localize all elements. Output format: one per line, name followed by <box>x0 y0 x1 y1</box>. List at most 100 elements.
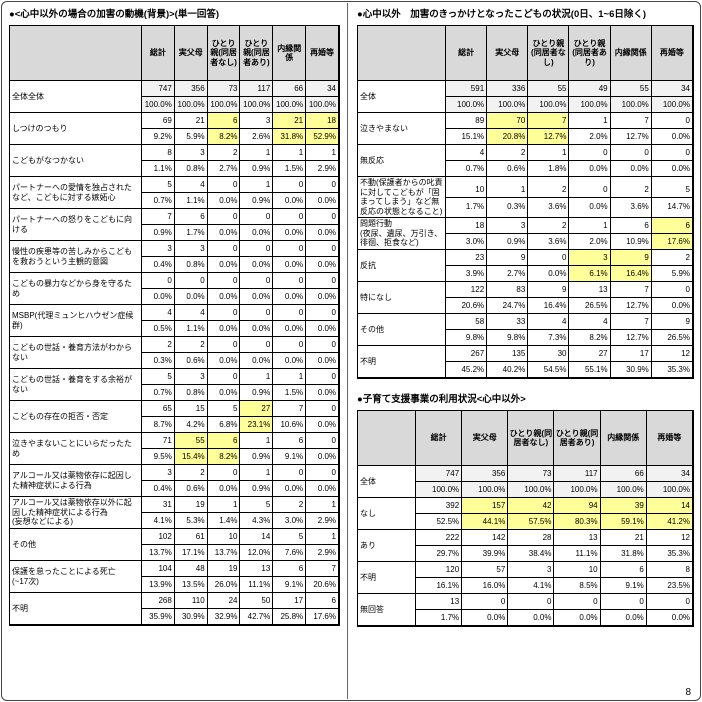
count-cell: 9 <box>487 250 529 266</box>
count-cell: 0 <box>651 145 693 161</box>
count-cell: 117 <box>240 81 274 97</box>
column-header-4: 内縁関係 <box>600 411 647 466</box>
count-cell: 3 <box>487 218 529 234</box>
count-cell: 14 <box>646 498 693 514</box>
percent-cell: 0.8% <box>174 161 208 177</box>
percent-cell: 8.2% <box>207 129 241 145</box>
count-cell: 55 <box>174 433 208 449</box>
percent-cell: 0.0% <box>273 193 307 209</box>
column-header-0: 総計 <box>416 411 463 466</box>
percent-cell: 20.6% <box>306 577 339 593</box>
percent-cell: 0.0% <box>651 161 693 177</box>
count-cell: 7 <box>273 401 307 417</box>
count-cell: 0 <box>207 305 241 321</box>
count-cell: 0 <box>306 241 339 257</box>
percent-cell: 0.0% <box>554 610 601 626</box>
row-label: アルコール又は薬物依存に起因した精神症状による行為 <box>10 465 142 497</box>
count-cell: 0 <box>273 465 307 481</box>
count-cell: 0 <box>600 594 647 610</box>
percent-cell: 3.6% <box>528 197 570 218</box>
row-label: パートナーへの怒りをこどもに向ける <box>10 209 142 241</box>
percent-cell: 0.0% <box>528 266 570 282</box>
count-cell: 356 <box>462 466 509 482</box>
count-cell: 0 <box>462 594 509 610</box>
count-cell: 0 <box>207 369 241 385</box>
percent-cell: 8.2% <box>569 330 611 346</box>
count-cell: 0 <box>207 337 241 353</box>
percent-cell: 2.0% <box>569 234 611 250</box>
percent-cell: 100.0% <box>487 97 529 113</box>
count-cell: 356 <box>174 81 208 97</box>
count-cell: 4 <box>142 305 175 321</box>
percent-cell: 17.6% <box>306 609 339 625</box>
count-cell: 1 <box>240 369 274 385</box>
count-cell: 0 <box>240 337 274 353</box>
count-cell: 4 <box>446 145 488 161</box>
count-cell: 33 <box>487 314 529 330</box>
percent-cell: 0.7% <box>142 385 175 401</box>
percent-cell: 0.0% <box>273 321 307 337</box>
count-cell: 50 <box>240 593 274 609</box>
count-cell: 3 <box>142 465 175 481</box>
percent-cell: 52.9% <box>306 129 339 145</box>
row-label: パートナーへの愛情を独占されたなど、こどもに対する嫉妬心 <box>10 177 142 209</box>
count-cell: 0 <box>240 241 274 257</box>
percent-cell: 26.5% <box>651 330 693 346</box>
count-cell: 58 <box>446 314 488 330</box>
count-cell: 0 <box>306 177 339 193</box>
data-table-0: 総計 実父母 ひとり親(同居者なし) ひとり親(同居者あり) 内縁関係 再婚等 全体全体 74… <box>9 25 340 626</box>
row-label: 特になし <box>358 282 446 314</box>
percent-cell: 0.0% <box>207 385 241 401</box>
percent-cell: 1.7% <box>174 225 208 241</box>
percent-cell: 9.1% <box>273 449 307 465</box>
count-cell: 120 <box>416 562 463 578</box>
row-label: 不明 <box>358 346 446 378</box>
count-cell: 2 <box>528 218 570 234</box>
table-child-situation: 総計 実父母 ひとり親(同居者なし) ひとり親(同居者あり) 内縁関係 再婚等 全体 591 3… <box>357 25 694 379</box>
count-cell: 0 <box>651 113 693 129</box>
count-cell: 12 <box>646 530 693 546</box>
percent-cell: 100.0% <box>528 97 570 113</box>
percent-cell: 4.3% <box>240 513 274 529</box>
count-cell: 3 <box>240 113 274 129</box>
percent-cell: 0.9% <box>487 234 529 250</box>
count-cell: 104 <box>142 561 175 577</box>
percent-cell: 29.7% <box>416 546 463 562</box>
percent-cell: 0.0% <box>306 321 339 337</box>
count-cell: 110 <box>174 593 208 609</box>
percent-cell: 0.9% <box>240 161 274 177</box>
count-cell: 7 <box>142 209 175 225</box>
count-cell: 4 <box>174 177 208 193</box>
percent-cell: 0.0% <box>306 353 339 369</box>
count-cell: 0 <box>306 401 339 417</box>
percent-cell: 3.6% <box>610 197 652 218</box>
count-cell: 39 <box>600 498 647 514</box>
count-cell: 1 <box>240 465 274 481</box>
row-label: 全体 <box>358 81 446 113</box>
count-cell: 1 <box>240 433 274 449</box>
count-cell: 13 <box>240 561 274 577</box>
percent-cell: 16.0% <box>462 578 509 594</box>
row-label: 泣きやまない <box>358 113 446 145</box>
percent-cell: 6.8% <box>207 417 241 433</box>
percent-cell: 12.7% <box>610 330 652 346</box>
percent-cell: 7.3% <box>528 330 570 346</box>
count-cell: 24 <box>207 593 241 609</box>
column-header-1: 実父母 <box>174 26 208 81</box>
count-cell: 55 <box>528 81 570 97</box>
percent-cell: 9.1% <box>273 577 307 593</box>
percent-cell: 9.8% <box>487 330 529 346</box>
count-cell: 1 <box>273 145 307 161</box>
percent-cell: 16.4% <box>610 266 652 282</box>
percent-cell: 35.3% <box>646 546 693 562</box>
column-header-2: ひとり親(同居者なし) <box>508 411 555 466</box>
column-divider <box>347 3 348 699</box>
count-cell: 0 <box>207 241 241 257</box>
count-cell: 8 <box>646 562 693 578</box>
count-cell: 12 <box>651 346 693 362</box>
column-header-3: ひとり親(同居者あり) <box>569 26 611 81</box>
count-cell: 30 <box>528 346 570 362</box>
count-cell: 0 <box>569 177 611 198</box>
row-label: その他 <box>10 529 142 561</box>
row-label: こどもの暴力などから身を守るため <box>10 273 142 305</box>
